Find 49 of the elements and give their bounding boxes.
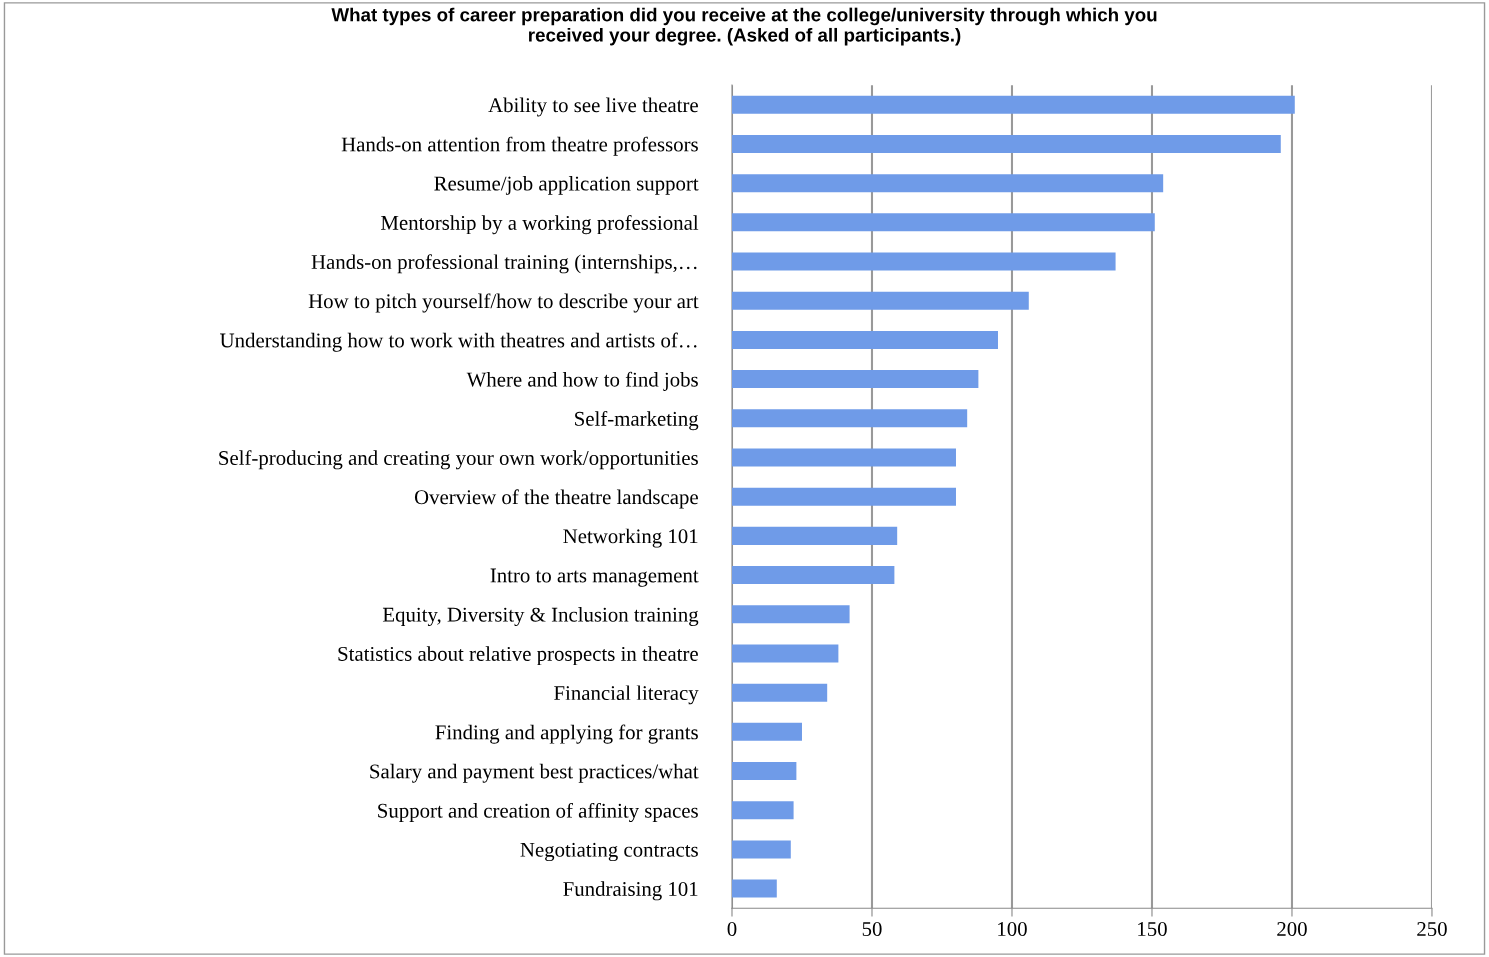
y-tick-label: Finding and applying for grants xyxy=(435,724,698,744)
bar xyxy=(731,134,1281,153)
bar xyxy=(731,566,895,585)
y-tick-label: Understanding how to work with theatres and artists of… xyxy=(220,332,697,352)
bar xyxy=(731,605,850,624)
y-tick-label: Support and creation of affinity spaces xyxy=(378,802,698,823)
y-tick-label: Mentorship by a working professional xyxy=(381,215,699,235)
y-tick-label: Ability to see live theatre xyxy=(488,97,698,117)
bar xyxy=(731,213,1155,232)
bar xyxy=(731,448,956,467)
x-tick-label: 0 xyxy=(727,921,737,937)
bar xyxy=(731,370,979,389)
y-tick-label: Statistics about relative prospects in theatre xyxy=(338,646,698,666)
y-tick-label: Fundraising 101 xyxy=(563,881,698,901)
bar xyxy=(731,487,956,506)
bar xyxy=(731,409,968,428)
x-tick-label: 100 xyxy=(998,921,1027,937)
y-tick-label: Financial literacy xyxy=(554,685,699,705)
y-tick-label: Equity, Diversity & Inclusion training xyxy=(382,607,699,626)
y-tick-label: Hands-on professional training (internships,… xyxy=(311,254,697,274)
chart-title: What types of career preparation did you receive at the college/university through which you received your degree. (Asked of all participants.) xyxy=(331,7,1157,46)
x-tick-label: 200 xyxy=(1277,921,1307,937)
y-tick-label: Self-marketing xyxy=(575,410,699,431)
y-tick-label: How to pitch yourself/how to describe your art xyxy=(308,293,699,313)
bar xyxy=(731,762,797,781)
y-tick-label: Resume/job application support xyxy=(434,175,699,195)
x-tick-label: 150 xyxy=(1138,921,1167,937)
x-tick-label: 250 xyxy=(1417,921,1447,937)
bar xyxy=(731,174,1164,193)
bar xyxy=(731,252,1116,271)
bar xyxy=(731,291,1029,310)
y-tick-label: Negotiating contracts xyxy=(520,842,698,862)
y-tick-label: Intro to arts management xyxy=(490,568,699,587)
x-tick-label: 50 xyxy=(862,921,882,937)
y-tick-label: Hands-on attention from theatre professors xyxy=(341,136,698,156)
bar xyxy=(731,683,828,702)
bar xyxy=(731,722,802,741)
bar xyxy=(731,95,1295,114)
bar xyxy=(731,801,794,820)
bar xyxy=(731,526,898,545)
y-tick-label: Networking 101 xyxy=(563,528,698,548)
bar xyxy=(731,644,839,663)
bar xyxy=(731,879,777,898)
y-tick-label: Salary and payment best practices/what xyxy=(370,763,699,783)
bar xyxy=(731,330,998,349)
y-tick-label: Where and how to find jobs xyxy=(466,371,698,391)
bar xyxy=(731,840,791,859)
y-tick-label: Self-producing and creating your own work/opportunities xyxy=(219,450,698,470)
y-tick-label: Overview of the theatre landscape xyxy=(414,489,698,509)
